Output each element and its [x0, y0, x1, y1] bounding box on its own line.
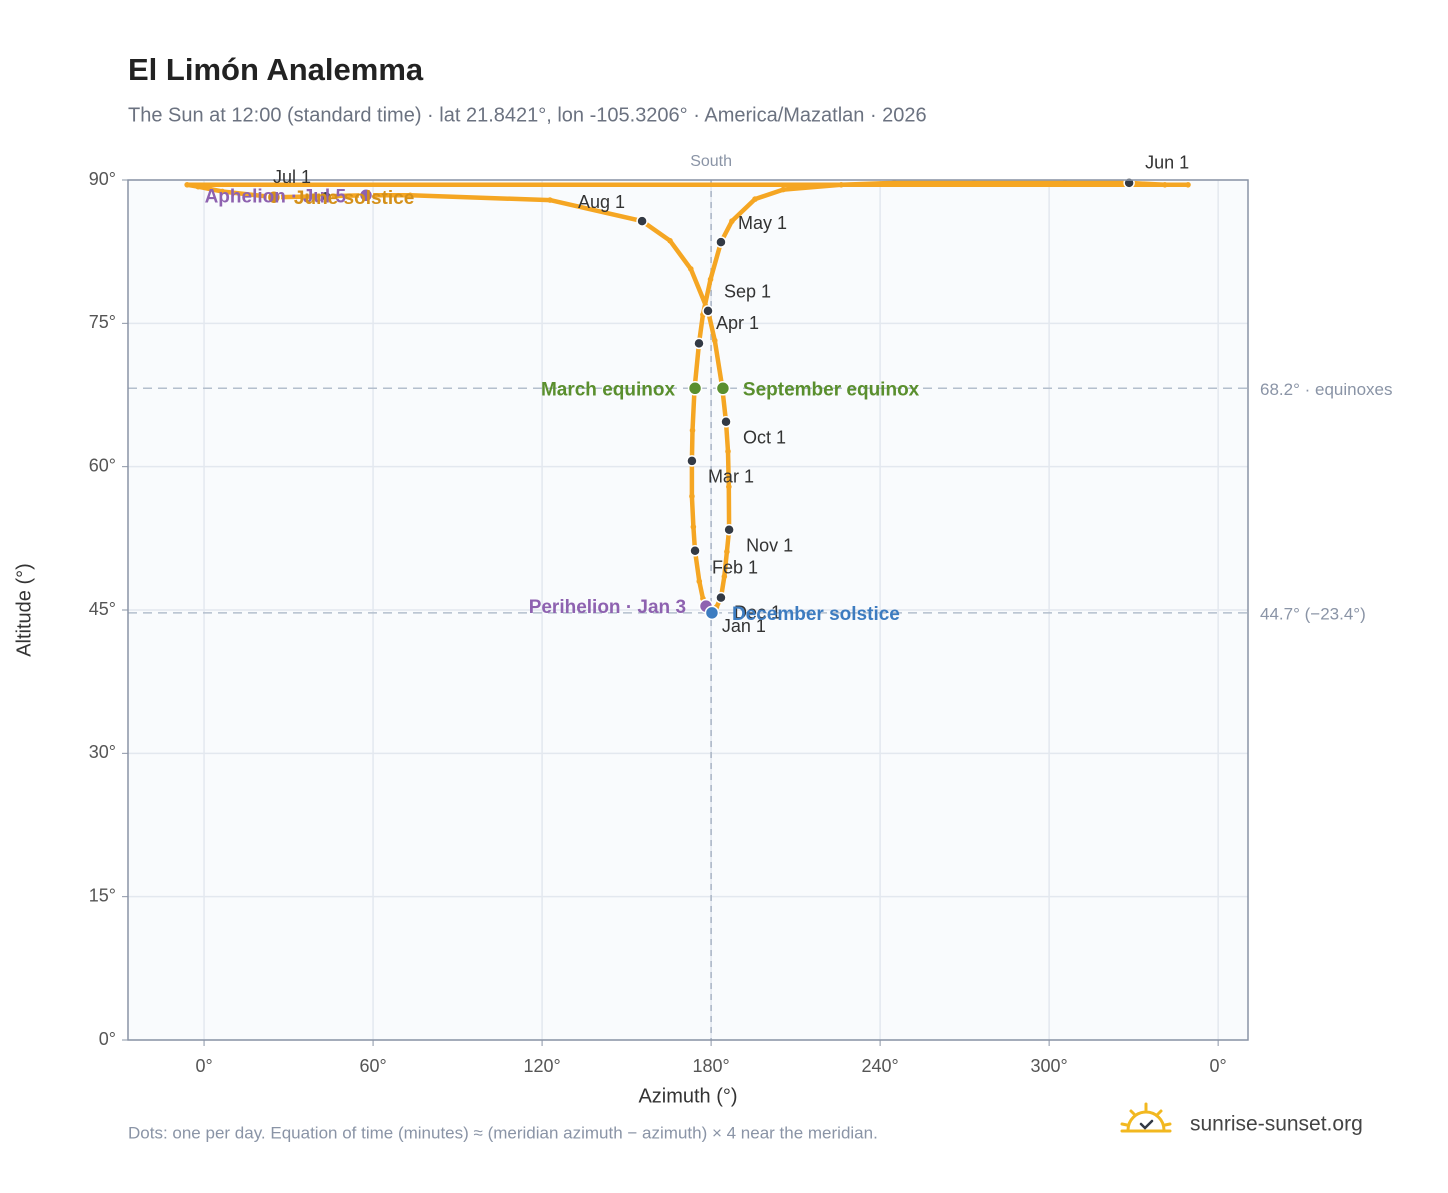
x-tick-label: 180° — [692, 1056, 729, 1076]
month-dot — [320, 190, 332, 202]
event-dot — [266, 189, 282, 205]
day-dot — [1185, 181, 1191, 188]
chart-title: El Limón Analemma — [128, 52, 424, 87]
day-dot — [688, 266, 694, 272]
event-label: March equinox — [541, 379, 676, 400]
month-label: Jan 1 — [722, 616, 766, 636]
day-dot — [721, 573, 728, 580]
x-tick-label: 240° — [861, 1056, 898, 1076]
y-tick-label: 75° — [89, 312, 116, 332]
event-dot — [358, 188, 374, 203]
month-label: Nov 1 — [746, 535, 793, 555]
day-dot — [707, 276, 714, 283]
day-dot — [407, 192, 414, 199]
day-dot — [711, 337, 718, 344]
logo-check — [1139, 1119, 1154, 1130]
marks — [184, 177, 1191, 621]
day-dot — [752, 196, 758, 202]
day-dot — [1062, 180, 1068, 186]
y-tick-label: 0° — [99, 1029, 116, 1049]
y-tick-label: 60° — [89, 455, 116, 475]
y-tick-label: 30° — [89, 742, 116, 762]
x-tick-label: 120° — [523, 1056, 560, 1076]
month-label: Dec 1 — [734, 602, 781, 622]
logo-ray — [1129, 1109, 1137, 1117]
month-label: Mar 1 — [708, 467, 754, 487]
day-dot — [1162, 181, 1168, 188]
x-axis-label: Azimuth (°) — [638, 1085, 737, 1107]
day-dot — [689, 493, 695, 500]
chart-subtitle: The Sun at 12:00 (standard time) · lat 2… — [128, 104, 927, 126]
day-dot — [780, 186, 787, 193]
month-dot — [689, 545, 701, 557]
brand-logo — [1120, 1102, 1172, 1133]
event-dot — [704, 605, 720, 621]
x-tick-label: 0° — [195, 1056, 212, 1076]
y-tick-label: 45° — [89, 599, 116, 619]
month-dot — [715, 236, 727, 248]
reference-label: 68.2° · equinoxes — [1260, 380, 1393, 399]
day-dot — [219, 188, 226, 195]
month-label: Oct 1 — [743, 428, 786, 448]
event-label: Aphelion · Jul 5 — [205, 186, 347, 207]
event-dot — [687, 381, 703, 396]
event-dot — [715, 381, 731, 396]
event-label: December solstice — [732, 604, 900, 625]
day-dot — [689, 427, 696, 434]
event-label: September equinox — [743, 379, 920, 400]
month-dot — [702, 305, 714, 317]
day-dot — [696, 578, 703, 585]
day-dot — [971, 180, 977, 186]
labels: 0° 60° 120° 180° 240° 300° 0° 0° 15° 30° 45° 60° 75°… — [89, 153, 1393, 1076]
footnote: Dots: one per day. Equation of time (min… — [128, 1123, 878, 1142]
month-label: Jun 1 — [1145, 153, 1189, 173]
month-label: Aug 1 — [578, 192, 625, 212]
month-label: Sep 1 — [724, 282, 771, 302]
month-dot — [686, 455, 698, 467]
logo-ray — [1120, 1122, 1129, 1127]
day-dot — [547, 197, 553, 203]
y-tick-label: 90° — [89, 169, 116, 189]
month-dot — [715, 591, 727, 604]
logo-sun — [1126, 1110, 1166, 1132]
meridian-label: South — [690, 153, 732, 170]
day-dot — [724, 548, 730, 555]
month-label: Apr 1 — [716, 313, 759, 333]
day-dot — [838, 181, 845, 188]
logo-ray — [1155, 1109, 1163, 1117]
month-dot — [636, 215, 648, 227]
month-label: May 1 — [738, 213, 787, 233]
month-label: Jul 1 — [273, 167, 311, 187]
x-tick-label: 300° — [1031, 1056, 1068, 1076]
day-dot — [690, 524, 697, 530]
day-dot — [725, 448, 731, 455]
event-label: Perihelion · Jan 3 — [529, 597, 686, 618]
y-axis-label: Altitude (°) — [13, 563, 35, 657]
month-dot — [720, 416, 732, 428]
day-dot — [195, 183, 201, 190]
event-label: June solstice — [294, 188, 414, 209]
x-tick-label: 0° — [1210, 1056, 1227, 1076]
month-dot — [723, 523, 735, 536]
month-dot — [693, 337, 705, 350]
x-tick-label: 60° — [359, 1056, 386, 1076]
month-label: Feb 1 — [712, 558, 758, 578]
day-dot — [667, 237, 673, 244]
y-tick-label: 15° — [89, 885, 116, 905]
day-dot — [726, 483, 732, 490]
day-dot — [891, 180, 897, 186]
day-dot — [184, 181, 190, 188]
reference-label: 44.7° (−23.4°) — [1260, 604, 1366, 623]
brand-name: sunrise-sunset.org — [1190, 1113, 1363, 1136]
logo-ray — [1163, 1122, 1172, 1127]
day-dot — [729, 218, 735, 224]
